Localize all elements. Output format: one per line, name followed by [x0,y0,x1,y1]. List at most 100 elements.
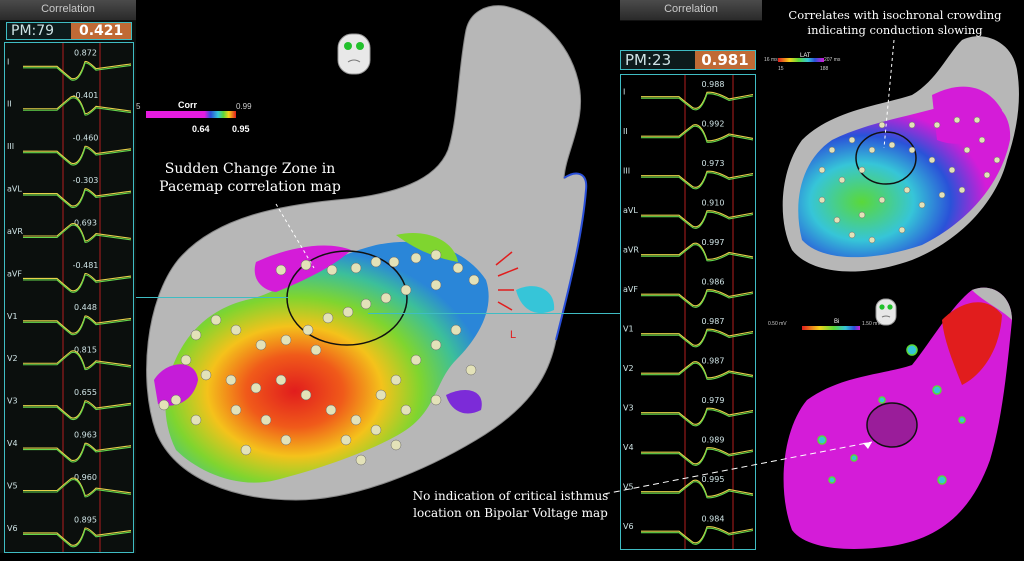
left-ecg-trace [23,95,132,115]
left-ecg-trace [23,145,132,165]
sampling-point [963,146,971,154]
left-ecg-trace [23,188,132,207]
voltage-legend: 0.50 mV Bi 1.50 mV [768,319,881,330]
voltage-legend-title: Bi [834,319,839,325]
sampling-point [818,196,826,204]
right-ecg-trace [641,210,754,228]
left-panel-title: Correlation [0,0,136,21]
left-corr-value: -0.303 [73,176,99,185]
voltage-low-spots [817,344,966,485]
left-lead-label: V3 [7,397,18,406]
sampling-point [888,141,896,149]
sampling-point [858,211,866,219]
sampling-point [908,146,916,154]
green-patch [396,233,458,262]
sampling-point [953,116,961,124]
right-lead-label: II [623,127,628,136]
sampling-point [978,136,986,144]
sampling-point [240,444,252,456]
orientation-face-icon [337,33,371,75]
pacemap-correlation-map[interactable]: L Corr 5 0.99 0.64 0.95 [136,0,620,553]
sampling-point [450,324,462,336]
left-corr-value: 0.655 [74,388,97,397]
sampling-point [973,116,981,124]
right-ecg-trace [641,289,754,307]
right-corr-value: 0.992 [702,119,725,128]
left-trace-box: I 0.872 II -0.401 III -0.460 aVL -0.303 aVR 0.693… [4,42,134,553]
right-pm-label: PM:23 [621,51,695,69]
left-lead-label: V6 [7,524,18,533]
magenta-left-patch [154,364,198,406]
sampling-point [190,414,202,426]
left-ecg-trace [23,147,132,166]
lat-legend-bar [778,58,824,62]
left-lead-label: II [7,100,12,109]
sampling-point [903,186,911,194]
left-ecg-traces: I 0.872 II -0.401 III -0.460 aVL -0.303 aVR 0.693… [7,43,132,552]
lat-legend-tick-right: 207 ms [824,57,841,63]
chamber-edge-blue [555,172,588,341]
left-corr-value: 0.960 [74,473,97,482]
right-corr-value: 0.989 [702,435,725,444]
sampling-point [325,404,337,416]
left-ecg-trace [23,189,132,209]
right-lead-label: III [623,167,630,176]
sudden-change-caption: Sudden Change Zone in Pacemap correlatio… [159,161,341,195]
left-ecg-trace [23,223,132,242]
right-corr-value: 0.973 [702,159,725,168]
map-annotation-l: L [510,329,516,341]
sampling-points [158,249,480,466]
sampling-point [225,374,237,386]
sampling-point [993,156,1001,164]
left-corr-value: 0.448 [74,303,97,312]
sampling-point [390,374,402,386]
right-lead-label: V3 [623,404,634,413]
sampling-point [958,186,966,194]
right-ecg-trace [641,362,754,380]
lat-sampling-points [818,116,1001,244]
correlation-color-region [165,241,489,483]
sampling-point [410,252,422,264]
sampling-point [918,201,926,209]
voltage-legend-bar [802,326,860,330]
left-ecg-trace [23,315,132,334]
right-pm-box: PM:23 0.981 [620,50,756,70]
right-ecg-trace [641,125,754,143]
right-corr-value: 0.984 [702,514,725,523]
isochronal-pointer [883,39,895,149]
right-corr-value: 0.987 [702,356,725,365]
right-lead-label: V6 [623,522,634,531]
sampling-point [302,324,314,336]
right-corr-value: 0.995 [702,475,725,484]
right-ecg-trace [641,91,754,109]
corr-legend-low-marker: 0.64 [192,124,210,134]
sampling-point [200,369,212,381]
right-ecg-trace [641,479,754,497]
lat-activation-map[interactable]: LAT 16 ms 207 ms 15 188 [762,0,1024,280]
right-corr-value: 0.987 [702,317,725,326]
sampling-point [355,454,367,466]
left-corr-value: 0.872 [74,49,97,58]
sampling-point [465,364,477,376]
left-lead-label: I [7,57,9,66]
left-pm-box: PM:79 0.421 [6,22,132,40]
sampling-point [848,231,856,239]
isochronal-caption: Correlates with isochronal crowding indi… [788,8,1002,37]
left-lead-label: V5 [7,481,18,490]
purple-patch [446,390,482,414]
right-ecg-trace [641,290,754,308]
sampling-point [410,354,422,366]
left-ecg-trace [23,351,132,371]
bipolar-voltage-map[interactable]: 0.50 mV Bi 1.50 mV [762,280,1024,553]
right-ecg-trace [641,526,754,544]
lat-magenta-zone [932,86,1002,144]
sampling-point [818,166,826,174]
sampling-point [350,414,362,426]
left-lead-label: aVR [7,227,23,236]
right-trace-box: I 0.988 II 0.992 III 0.973 aVL 0.910 aVR 0.997 aVF… [620,74,756,550]
sampling-point [310,344,322,356]
left-ecg-trace [23,97,132,116]
sampling-point [360,298,372,310]
right-ecg-panel: Correlation PM:23 0.981 I 0.988 II 0.992 III… [620,0,762,553]
right-ecg-trace [641,170,754,188]
